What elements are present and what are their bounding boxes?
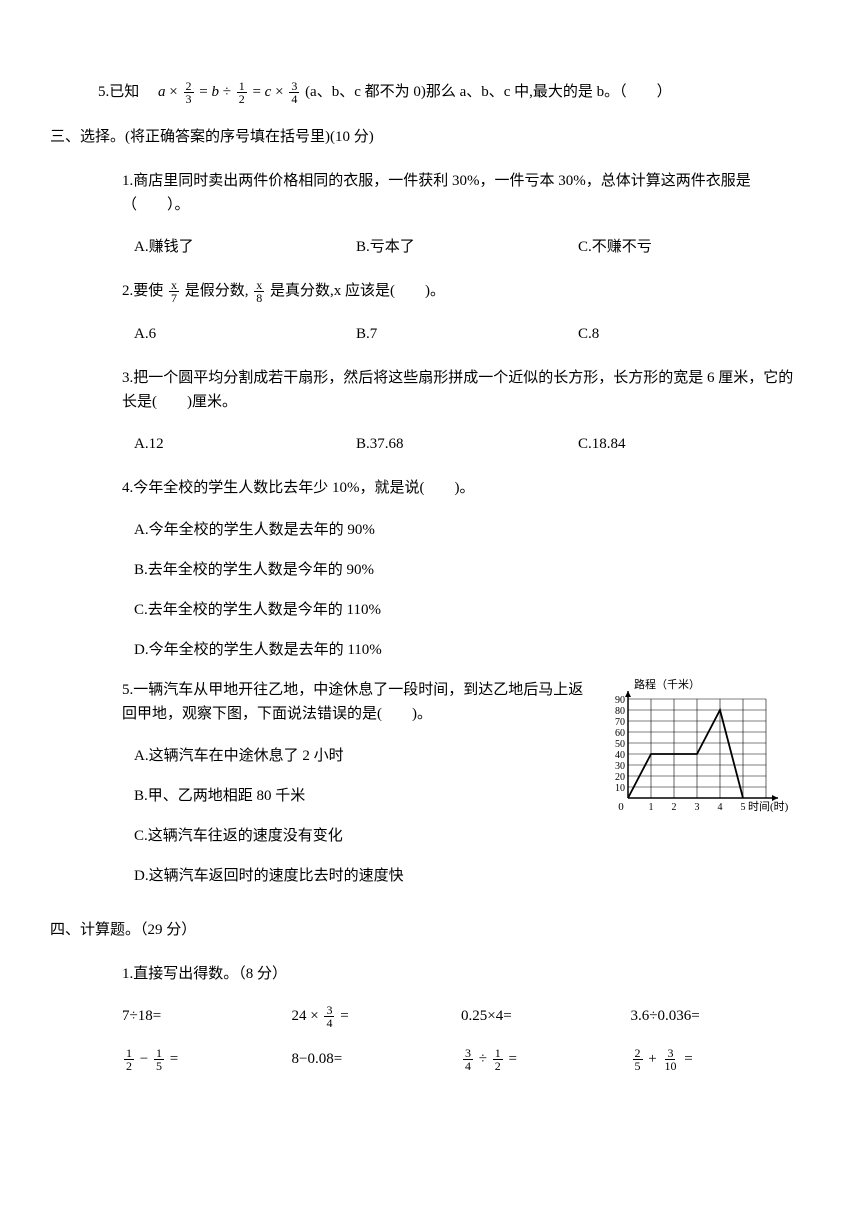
svg-text:50: 50	[615, 739, 625, 750]
svg-text:20: 20	[615, 772, 625, 783]
svg-text:10: 10	[615, 783, 625, 794]
q3-5-stem: 5.一辆汽车从甲地开往乙地，中途休息了一段时间，到达乙地后马上返回甲地，观察下图…	[50, 678, 590, 726]
q3-5-c: C.这辆汽车往返的速度没有变化	[50, 824, 800, 848]
q3-4-d: D.今年全校的学生人数是去年的 110%	[50, 638, 800, 662]
svg-text:40: 40	[615, 750, 625, 761]
q3-5-b: B.甲、乙两地相距 80 千米	[50, 784, 590, 808]
svg-text:5: 5	[741, 802, 746, 813]
calc: 25 + 310 =	[631, 1047, 801, 1072]
text: (a、b、c 都不为 0)那么 a、b、c 中,最大的是 b。（ ）	[305, 84, 672, 100]
svg-text:0: 0	[618, 801, 624, 813]
fraction-1-2: 12	[237, 80, 247, 105]
calc: 3.6÷0.036=	[631, 1004, 801, 1029]
calc-row-1: 7÷18= 24 × 34 = 0.25×4= 3.6÷0.036=	[50, 1004, 800, 1029]
option-c: C.8	[578, 322, 800, 346]
q3-2-options: A.6 B.7 C.8	[50, 322, 800, 346]
calc: 7÷18=	[122, 1004, 292, 1029]
fraction-3-4: 34	[289, 80, 299, 105]
svg-text:2: 2	[672, 802, 677, 813]
fraction-x-8: x8	[254, 279, 264, 304]
calc: 34 ÷ 12 =	[461, 1047, 631, 1072]
q3-3-stem: 3.把一个圆平均分割成若干扇形，然后将这些扇形拼成一个近似的长方形，长方形的宽是…	[50, 366, 800, 414]
q3-4-c: C.去年全校的学生人数是今年的 110%	[50, 598, 800, 622]
svg-text:4: 4	[718, 802, 723, 813]
fraction-2-3: 23	[184, 80, 194, 105]
option-b: B.亏本了	[356, 235, 578, 259]
section3-title: 三、选择。(将正确答案的序号填在括号里)(10 分)	[50, 125, 800, 149]
fraction-x-7: x7	[169, 279, 179, 304]
q3-5-a: A.这辆汽车在中途休息了 2 小时	[50, 744, 590, 768]
svg-text:70: 70	[615, 717, 625, 728]
section4-title: 四、计算题。（29 分）	[50, 918, 800, 942]
q3-5-d: D.这辆汽车返回时的速度比去时的速度快	[50, 864, 800, 888]
q3-3-options: A.12 B.37.68 C.18.84	[50, 432, 800, 456]
svg-text:80: 80	[615, 706, 625, 717]
prev-q5: 5.已知 a × 23 = b ÷ 12 = c × 34 (a、b、c 都不为…	[50, 80, 800, 105]
q3-1-options: A.赚钱了 B.亏本了 C.不赚不亏	[50, 235, 800, 259]
option-b: B.37.68	[356, 432, 578, 456]
svg-text:30: 30	[615, 761, 625, 772]
option-c: C.不赚不亏	[578, 235, 800, 259]
q4-1-title: 1.直接写出得数。（8 分）	[50, 962, 800, 986]
option-a: A.赚钱了	[134, 235, 356, 259]
svg-text:3: 3	[695, 802, 700, 813]
q3-1-stem: 1.商店里同时卖出两件价格相同的衣服，一件获利 30%，一件亏本 30%，总体计…	[50, 169, 800, 217]
svg-text:路程（千米）: 路程（千米）	[634, 678, 700, 691]
text: 5.已知	[98, 84, 139, 100]
calc: 24 × 34 =	[292, 1004, 462, 1029]
calc: 12 − 15 =	[122, 1047, 292, 1072]
option-a: A.12	[134, 432, 356, 456]
option-b: B.7	[356, 322, 578, 346]
calc-row-2: 12 − 15 = 8−0.08= 34 ÷ 12 = 25 + 310 =	[50, 1047, 800, 1072]
svg-text:1: 1	[649, 802, 654, 813]
svg-text:60: 60	[615, 728, 625, 739]
calc: 0.25×4=	[461, 1004, 631, 1029]
calc: 8−0.08=	[292, 1047, 462, 1072]
q3-4-a: A.今年全校的学生人数是去年的 90%	[50, 518, 800, 542]
svg-text:90: 90	[615, 695, 625, 706]
distance-time-chart: 路程（千米）102030405060708090123450时间(时)	[600, 678, 800, 824]
option-c: C.18.84	[578, 432, 800, 456]
q3-4-b: B.去年全校的学生人数是今年的 90%	[50, 558, 800, 582]
q3-2-stem: 2.要使 x7 是假分数, x8 是真分数,x 应该是( )。	[50, 279, 800, 304]
svg-text:时间(时): 时间(时)	[748, 800, 789, 813]
option-a: A.6	[134, 322, 356, 346]
q3-4-stem: 4.今年全校的学生人数比去年少 10%，就是说( )。	[50, 476, 800, 500]
